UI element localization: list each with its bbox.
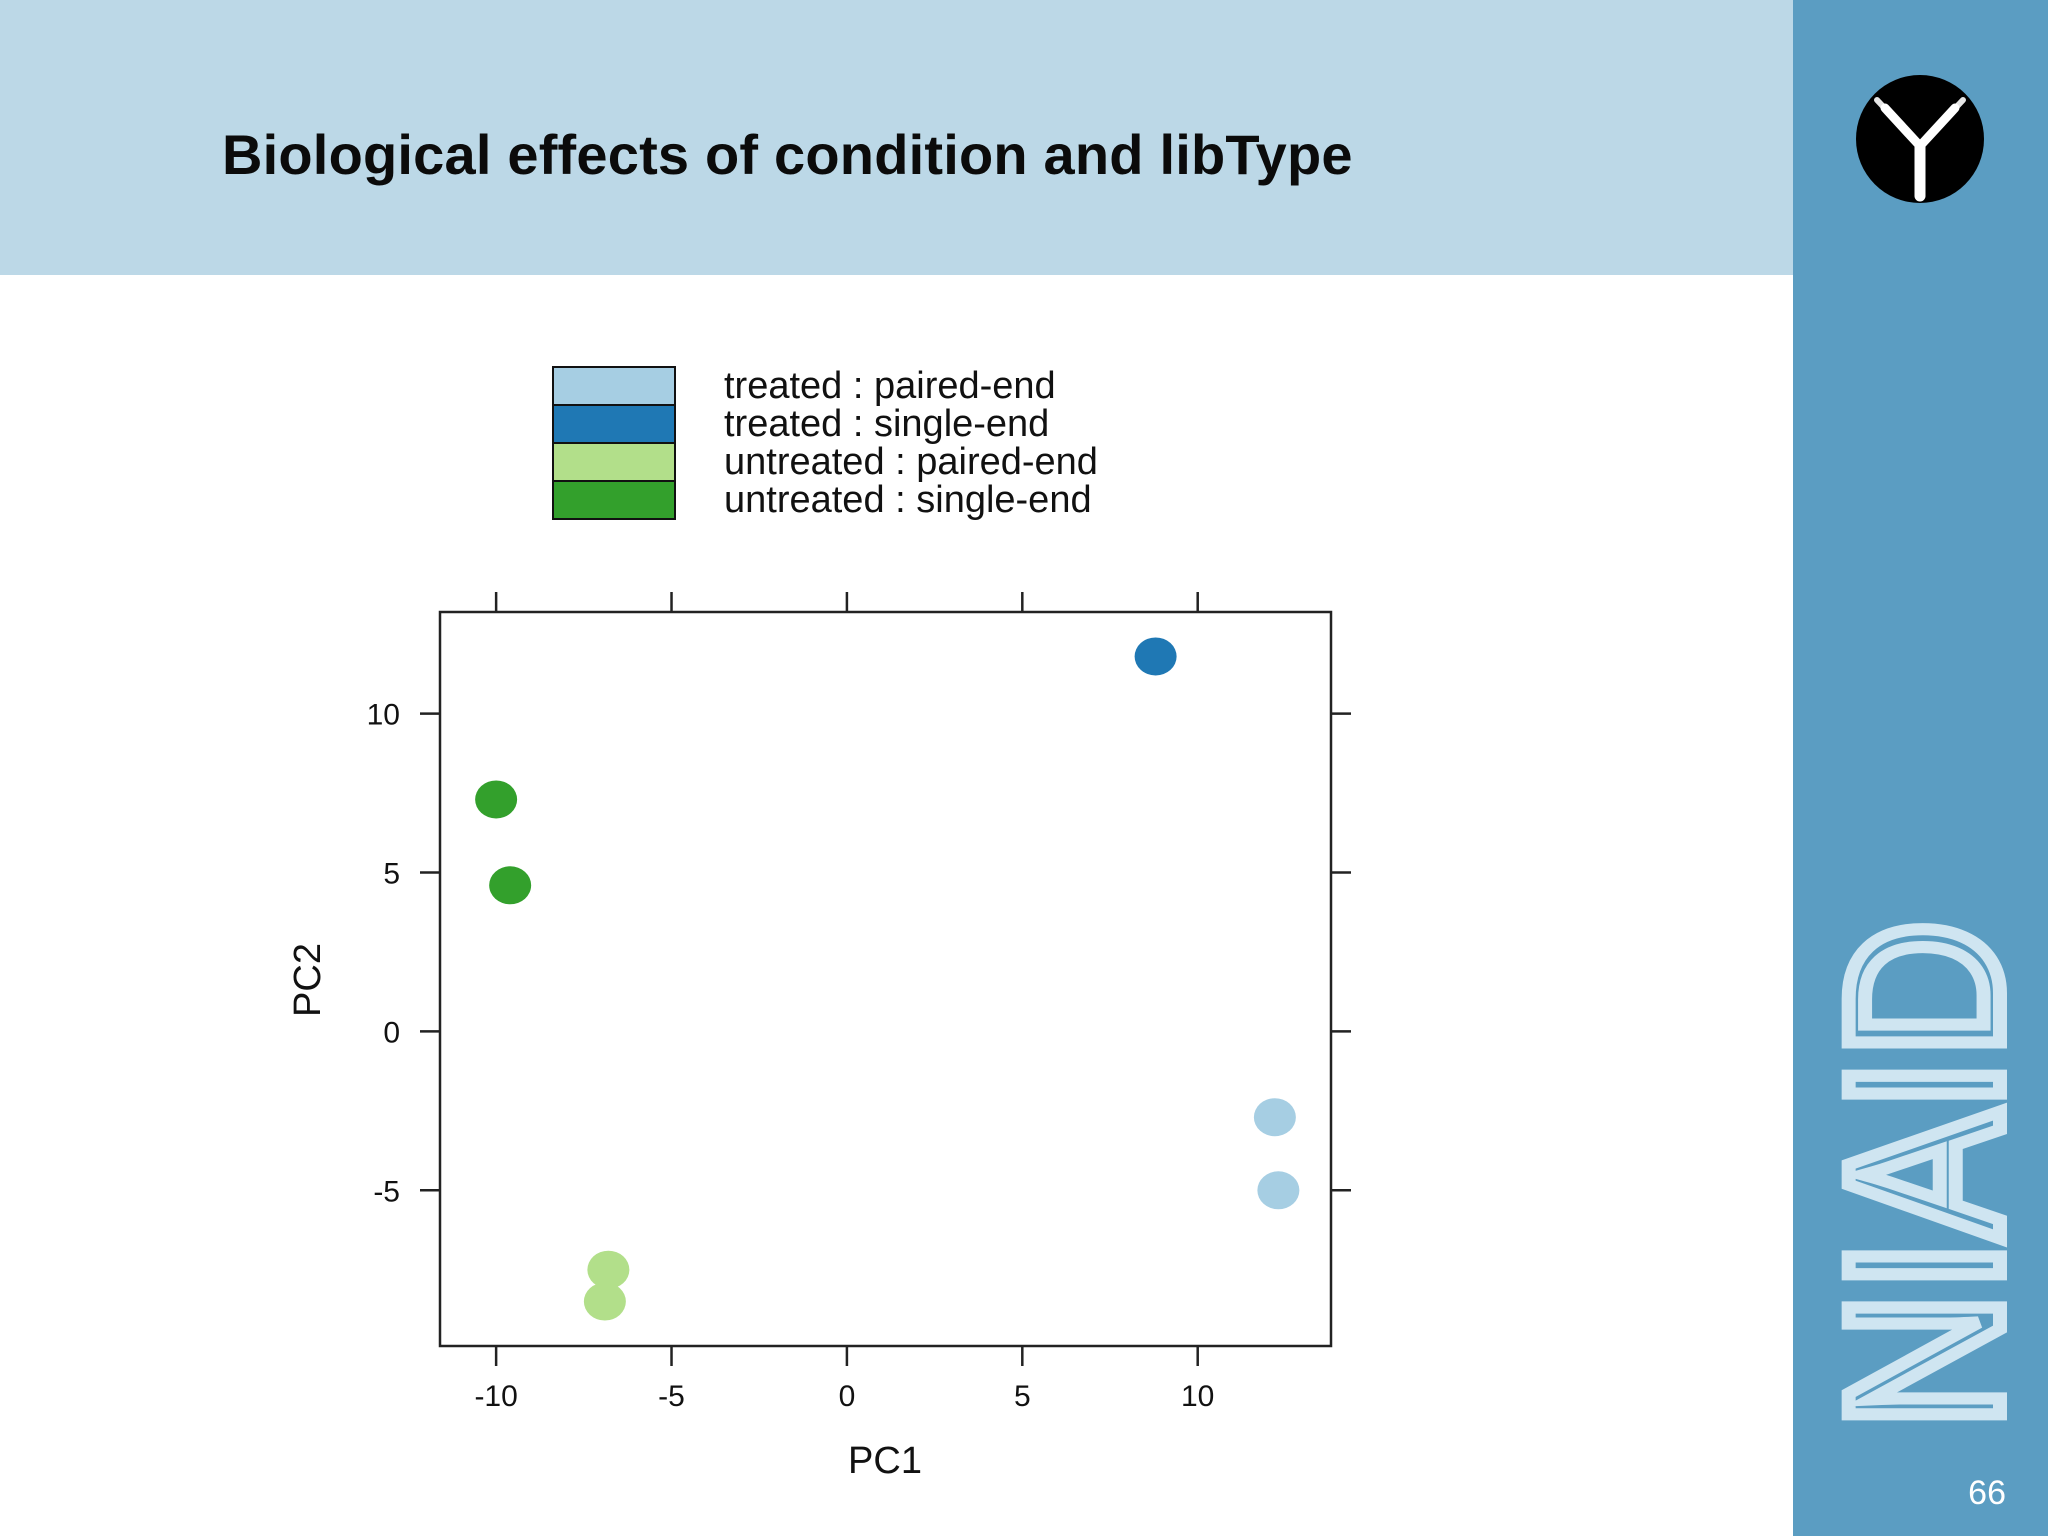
x-tick-label-1: -5 bbox=[658, 1380, 685, 1413]
legend-swatch-0 bbox=[552, 366, 676, 406]
y-tick-label-3: 10 bbox=[367, 699, 400, 732]
y-tick-label-2: 5 bbox=[383, 858, 400, 891]
slide-header: Biological effects of condition and libT… bbox=[0, 0, 1793, 275]
y-tick-label-0: -5 bbox=[373, 1175, 400, 1208]
data-point-3-1 bbox=[489, 866, 532, 905]
y-axis-label: PC2 bbox=[287, 943, 329, 1017]
legend-label-2: untreated : paired-end bbox=[724, 441, 1098, 483]
axis-ticks: -10 -5 0 5 10 -5 0 5 10 bbox=[367, 592, 1351, 1413]
antibody-icon bbox=[1856, 75, 1984, 203]
x-axis-label: PC1 bbox=[848, 1440, 922, 1482]
data-point-0-1 bbox=[1257, 1171, 1300, 1210]
legend-swatch-3 bbox=[552, 480, 676, 520]
legend-label-0: treated : paired-end bbox=[724, 365, 1056, 407]
data-point-2-0 bbox=[587, 1250, 630, 1289]
legend-label-1: treated : single-end bbox=[724, 403, 1049, 445]
legend-label-3: untreated : single-end bbox=[724, 479, 1092, 521]
slide-title: Biological effects of condition and libT… bbox=[222, 123, 1353, 186]
niaid-logotype: NIAID bbox=[1838, 920, 2018, 1430]
data-point-1-0 bbox=[1134, 637, 1177, 676]
data-point-2-1 bbox=[583, 1282, 626, 1321]
x-tick-label-4: 10 bbox=[1181, 1380, 1214, 1413]
data-points bbox=[475, 637, 1300, 1321]
x-tick-label-2: 0 bbox=[839, 1380, 856, 1413]
page-number: 66 bbox=[1968, 1474, 2006, 1512]
data-point-0-0 bbox=[1253, 1098, 1296, 1137]
niaid-logo: NIAID bbox=[1838, 920, 2018, 1430]
x-tick-label-0: -10 bbox=[474, 1380, 517, 1413]
plot-frame bbox=[438, 610, 1333, 1348]
legend-swatch-2 bbox=[552, 442, 676, 482]
legend-swatch-1 bbox=[552, 404, 676, 444]
x-tick-label-3: 5 bbox=[1014, 1380, 1031, 1413]
brand-sidebar bbox=[1793, 0, 2048, 1536]
y-tick-label-1: 0 bbox=[383, 1016, 400, 1049]
data-point-3-0 bbox=[475, 780, 518, 819]
